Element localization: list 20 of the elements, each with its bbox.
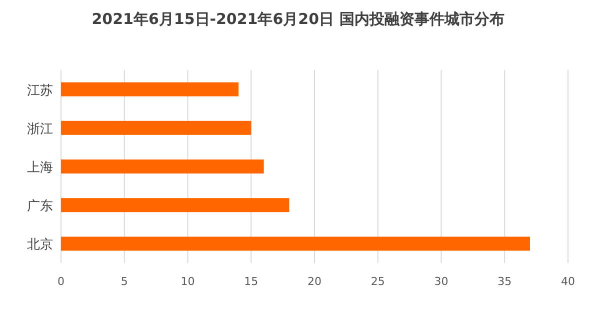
- x-tick-label: 40: [561, 275, 575, 288]
- bar: [61, 236, 530, 251]
- x-tick-label: 30: [434, 275, 448, 288]
- x-tick-label: 10: [180, 275, 195, 288]
- y-tick-label: 广东: [27, 199, 53, 214]
- y-tick-label: 上海: [27, 160, 53, 176]
- x-tick-label: 35: [498, 275, 512, 288]
- bar: [61, 198, 290, 212]
- chart-title: 2021年6月15日-2021年6月20日 国内投融资事件城市分布: [92, 10, 504, 28]
- bar: [61, 160, 264, 174]
- bar: [61, 120, 252, 135]
- y-tick-label: 浙江: [27, 122, 53, 137]
- x-tick-label: 20: [308, 275, 322, 288]
- x-tick-label: 15: [244, 275, 258, 288]
- y-tick-label: 江苏: [27, 83, 53, 98]
- x-tick-label: 25: [370, 275, 385, 288]
- x-tick-label: 0: [58, 275, 64, 288]
- bar: [61, 82, 238, 96]
- x-tick-label: 5: [120, 275, 128, 288]
- y-tick-label: 北京: [27, 238, 53, 253]
